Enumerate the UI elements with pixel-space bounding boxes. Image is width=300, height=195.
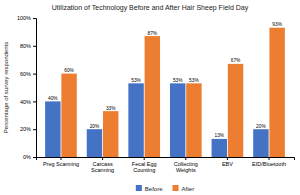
x-tick-label: CollectingWeights [174, 161, 198, 173]
y-tick: 40% [20, 99, 36, 105]
y-tick-label: 0% [23, 154, 31, 160]
x-tick-label-line: Weights [176, 167, 196, 173]
y-tick: 100% [17, 15, 36, 21]
data-label: 33% [106, 106, 116, 111]
bar [170, 83, 185, 157]
legend-item: After [173, 185, 195, 192]
x-tick-label-line: EBV [222, 161, 233, 167]
data-label: 53% [173, 78, 183, 83]
legend-item: Before [136, 185, 163, 192]
legend-swatch [136, 185, 142, 191]
y-tick-label: 20% [20, 126, 31, 132]
x-tick-mark [227, 157, 228, 160]
bar [45, 101, 60, 157]
bars [45, 28, 285, 157]
legend-swatch [173, 185, 179, 191]
x-tick-mark [269, 157, 270, 160]
x-tick-label: Fecal EggCounting [132, 161, 157, 173]
bar [186, 83, 201, 157]
chart: Utilization of Technology Before and Aft… [0, 0, 300, 195]
y-tick-mark [33, 46, 36, 47]
y-tick: 60% [20, 71, 36, 77]
x-tick-label-line: Counting [133, 167, 155, 173]
data-label: 20% [256, 124, 266, 129]
x-tick: Fecal EggCounting [132, 157, 157, 173]
y-tick-mark [33, 157, 36, 158]
x-tick: EID/Bluetooth [252, 157, 286, 167]
title: Utilization of Technology Before and Aft… [52, 4, 249, 12]
y-tick: 20% [20, 126, 36, 132]
x-tick-mark [144, 157, 145, 160]
y-tick-label: 100% [17, 15, 31, 21]
data-label: 93% [272, 22, 282, 27]
bar [87, 129, 102, 157]
bar [212, 139, 227, 157]
data-labels: 40% 20% 53% 53% 13% 20% 60% 33% 87% 53% 67% 93% [48, 22, 283, 138]
y-tick-mark [33, 129, 36, 130]
x-axis-line [37, 158, 295, 161]
data-label: 67% [231, 58, 241, 63]
y-tick-label: 80% [20, 43, 31, 49]
bar [61, 74, 76, 157]
y-tick-mark [33, 74, 36, 75]
x-tick-label: EID/Bluetooth [252, 161, 286, 167]
bar [253, 129, 268, 157]
data-label: 20% [90, 124, 100, 129]
bar [269, 28, 284, 157]
plot: 0% 20% 40% 60% 80% 100% Preg Scanning CarcassSc… [17, 15, 295, 173]
data-label: 40% [48, 96, 58, 101]
x-tick-mark [60, 157, 61, 160]
bar [128, 83, 143, 157]
x-tick: EBV [222, 157, 233, 167]
x-tick-label: CarcassScanning [91, 161, 114, 173]
bar [228, 64, 243, 157]
data-label: 53% [131, 78, 141, 83]
x-tick-label-line: Scanning [91, 167, 114, 173]
legend-label: Before [145, 186, 163, 192]
y-tick-label: 60% [20, 71, 31, 77]
x-tick: Preg Scanning [43, 157, 79, 167]
y-tick: 80% [20, 43, 36, 49]
bar [145, 36, 160, 157]
y-tick-label: 40% [20, 99, 31, 105]
x-tick-label-line: Preg Scanning [43, 161, 79, 167]
legend-label: After [182, 186, 195, 192]
x-tick: CarcassScanning [91, 157, 114, 173]
y-axis: 0% 20% 40% 60% 80% 100% [17, 15, 37, 160]
y-axis-line [33, 19, 37, 158]
y-tick-mark [33, 18, 36, 19]
x-tick-mark [102, 157, 103, 160]
data-label: 60% [64, 68, 74, 73]
y-tick-mark [33, 101, 36, 102]
x-tick-mark [185, 157, 186, 160]
x-axis: Preg Scanning CarcassScanning Fecal EggCou… [37, 157, 295, 173]
x-tick-label-line: EID/Bluetooth [252, 161, 286, 167]
legend: Before After [136, 185, 194, 192]
bar [103, 111, 118, 157]
x-tick: CollectingWeights [174, 157, 198, 173]
x-tick-label: EBV [222, 161, 233, 167]
data-label: 53% [189, 78, 199, 83]
data-label: 13% [214, 133, 224, 138]
y-tick: 0% [23, 154, 36, 160]
x-tick-label: Preg Scanning [43, 161, 79, 167]
y-label: Percentage of survey respondents [3, 42, 9, 133]
data-label: 87% [148, 31, 158, 36]
